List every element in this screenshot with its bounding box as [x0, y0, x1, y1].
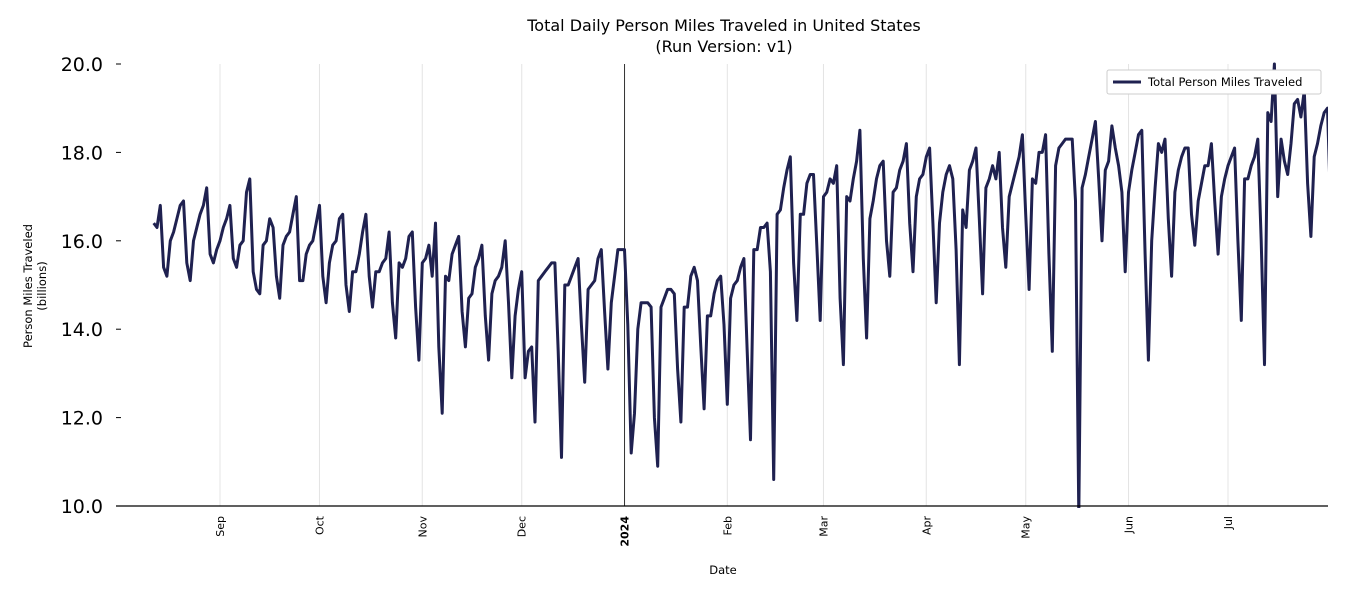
y-tick-label: 10.0 [61, 496, 103, 518]
legend-box [1106, 69, 1322, 95]
x-tick-label: Oct [313, 515, 326, 535]
series-layer [152, 62, 1328, 508]
x-tick-label: Sep [214, 516, 227, 537]
y-axis-label-units: (billions) [35, 261, 49, 310]
legend: Total Person Miles Traveled [1106, 69, 1322, 95]
y-axis-label: Person Miles Traveled [21, 224, 35, 348]
x-tick-label: Mar [817, 516, 830, 537]
y-tick-label: 16.0 [61, 231, 103, 253]
x-tick-label: Feb [721, 516, 734, 535]
y-tick-label: 18.0 [61, 142, 103, 164]
x-tick-label: Dec [516, 516, 529, 537]
x-tick-label: Jun [1123, 516, 1136, 534]
x-tick-label: Apr [920, 516, 933, 536]
y-tick-label: 14.0 [61, 319, 103, 341]
grid-layer [219, 64, 1229, 506]
x-axis-label: Date [709, 563, 737, 577]
chart-subtitle: (Run Version: v1) [655, 37, 792, 56]
y-tick-label: 12.0 [61, 408, 103, 430]
y-tick-label: 20.0 [61, 54, 103, 76]
series-line [152, 62, 1328, 508]
x-tick-label: Jul [1222, 516, 1235, 530]
legend-label: Total Person Miles Traveled [1147, 75, 1302, 89]
x-tick-label: 2024 [619, 516, 632, 547]
x-tick-label: Nov [416, 516, 429, 538]
axis-layer: Sep Oct Nov Dec 2024 Feb Mar Apr May Jun Jul 10.0 12… [61, 54, 1328, 547]
chart-title: Total Daily Person Miles Traveled in Uni… [526, 16, 921, 35]
x-tick-label: May [1020, 516, 1033, 539]
